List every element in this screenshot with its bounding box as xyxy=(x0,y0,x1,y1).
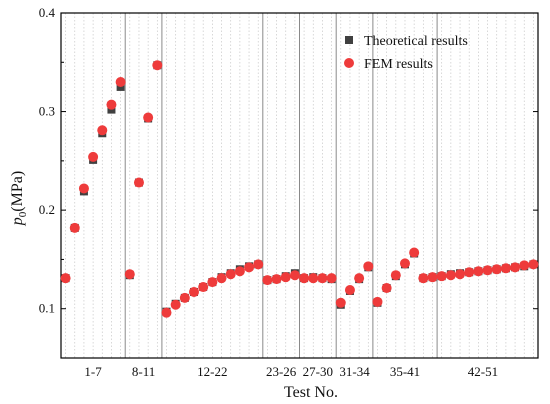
plot-frame xyxy=(60,12,539,359)
fem-point xyxy=(207,277,218,288)
y-axis-title: p0(MPa) xyxy=(9,171,29,226)
fem-point xyxy=(344,284,355,295)
fem-point xyxy=(289,270,300,281)
y-axis-title-unit: (MPa) xyxy=(9,171,26,212)
y-axis-title-var: p xyxy=(9,217,26,226)
fem-point xyxy=(133,177,144,188)
data-points xyxy=(60,60,539,318)
y-tick-label: 0.4 xyxy=(39,5,56,20)
fem-point xyxy=(491,264,502,275)
fem-point xyxy=(528,259,539,270)
fem-point xyxy=(409,247,420,258)
fem-point xyxy=(372,296,383,307)
x-tick-label: 23-26 xyxy=(266,364,297,379)
y-tick-label: 0.2 xyxy=(39,202,55,217)
fem-point xyxy=(510,262,521,273)
fem-point xyxy=(482,265,493,276)
fem-point xyxy=(78,183,89,194)
fem-point xyxy=(225,269,236,280)
fem-point xyxy=(473,266,484,277)
group-separators xyxy=(124,13,438,358)
fem-point xyxy=(179,292,190,303)
fem-point xyxy=(354,273,365,284)
fem-point xyxy=(106,99,117,110)
fem-point xyxy=(198,282,209,293)
fem-point xyxy=(519,260,530,271)
fem-point xyxy=(170,299,181,310)
legend-label-fem: FEM results xyxy=(364,57,433,72)
x-tick-label: 35-41 xyxy=(390,364,420,379)
legend-label-theoretical: Theoretical results xyxy=(364,34,468,49)
fem-point xyxy=(253,259,264,270)
x-tick-label: 42-51 xyxy=(468,364,498,379)
fem-point xyxy=(244,262,255,273)
legend: Theoretical results FEM results xyxy=(344,34,468,72)
x-tick-label: 1-7 xyxy=(84,364,102,379)
y-axis: 0.1 0.2 0.3 0.4 xyxy=(39,5,538,359)
fem-point xyxy=(299,273,310,284)
fem-point xyxy=(427,272,438,283)
fem-point xyxy=(363,261,374,272)
x-axis-title: Test No. xyxy=(284,384,338,401)
fem-point xyxy=(161,307,172,318)
x-tick-label: 27-30 xyxy=(303,364,333,379)
fem-point xyxy=(326,273,337,284)
fem-point xyxy=(317,273,328,284)
fem-point xyxy=(234,266,245,277)
fem-point xyxy=(216,273,227,284)
fem-point xyxy=(390,270,401,281)
y-tick-label: 0.3 xyxy=(39,104,55,119)
fem-point xyxy=(335,297,346,308)
fem-point xyxy=(143,112,154,123)
fem-point xyxy=(97,125,108,136)
fem-point xyxy=(88,151,99,162)
fem-point xyxy=(124,269,135,280)
fem-point xyxy=(262,275,273,286)
y-tick-label: 0.1 xyxy=(39,301,55,316)
fem-point xyxy=(152,60,163,71)
legend-marker-fem xyxy=(344,58,354,68)
fem-point xyxy=(189,286,200,297)
x-tick-label: 31-34 xyxy=(339,364,370,379)
x-axis: 1-7 8-11 12-22 23-26 27-30 31-34 35-41 42-51 xyxy=(84,364,498,379)
fem-point xyxy=(381,283,392,294)
fem-point xyxy=(60,273,71,284)
fem-point xyxy=(69,222,80,233)
fem-point xyxy=(418,273,429,284)
fem-point xyxy=(500,263,511,274)
fem-point xyxy=(464,267,475,278)
fem-point xyxy=(280,272,291,283)
fem-point xyxy=(455,269,466,280)
fem-point xyxy=(271,274,282,285)
x-tick-label: 12-22 xyxy=(197,364,227,379)
y-axis-title-sub: 0 xyxy=(17,211,29,217)
fem-point xyxy=(115,77,126,87)
fem-point xyxy=(436,271,447,282)
fem-point xyxy=(445,270,456,281)
fem-point xyxy=(308,273,319,284)
x-tick-label: 8-11 xyxy=(132,364,155,379)
legend-marker-theoretical xyxy=(345,36,353,44)
fem-point xyxy=(399,258,410,269)
